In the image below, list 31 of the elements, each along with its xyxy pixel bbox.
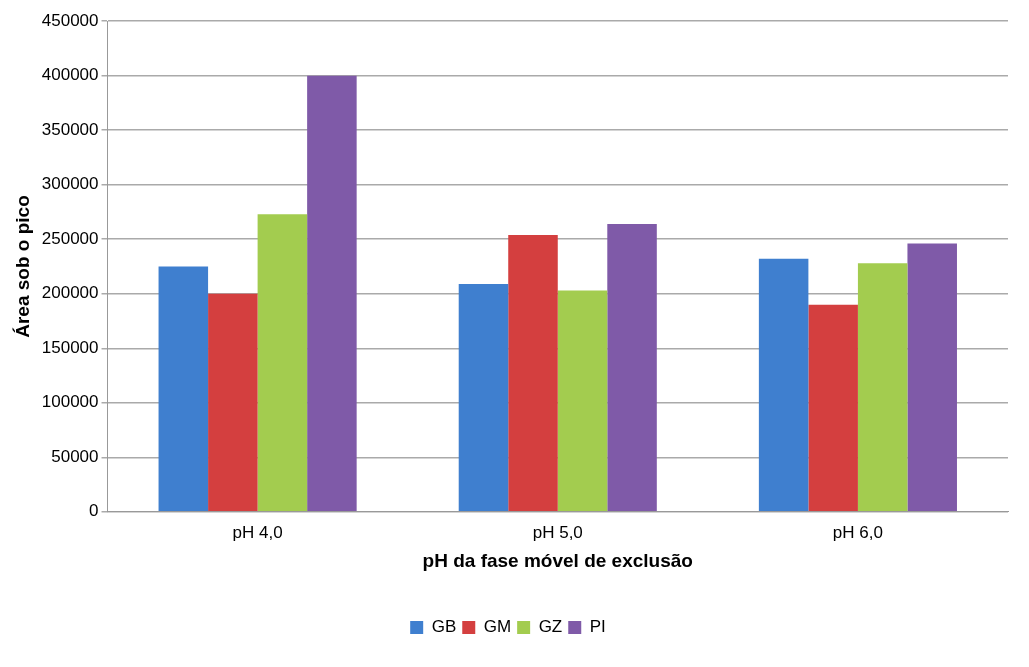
x-axis-title: pH da fase móvel de exclusão: [422, 549, 693, 571]
y-tick-label: 100000: [41, 392, 99, 412]
y-tick-label: 0: [89, 501, 99, 521]
y-axis-title: Área sob o pico: [11, 195, 33, 338]
bar: [607, 223, 657, 512]
legend-label: GB: [431, 617, 457, 637]
legend-label: GZ: [538, 617, 563, 637]
bar: [257, 214, 308, 512]
bar: [508, 234, 558, 512]
bar: [907, 243, 957, 512]
bar: [557, 290, 608, 512]
y-tick-label: 150000: [41, 337, 99, 357]
y-tick-label: 450000: [41, 10, 99, 30]
y-tick-label: 400000: [41, 65, 99, 85]
bar: [758, 258, 809, 512]
x-tick-label: pH 5,0: [532, 522, 583, 542]
x-tick-label: pH 6,0: [832, 522, 883, 542]
bar: [208, 293, 258, 512]
bar: [458, 283, 509, 512]
y-tick-label: 300000: [41, 174, 99, 194]
y-tick-label: 200000: [41, 283, 99, 303]
bar: [307, 75, 357, 512]
bar: [857, 263, 908, 512]
bar: [158, 266, 209, 512]
y-tick-label: 250000: [41, 228, 99, 248]
y-tick-label: 50000: [51, 446, 99, 466]
x-tick-label: pH 4,0: [232, 522, 283, 542]
y-tick-label: 350000: [41, 119, 99, 139]
legend-label: GM: [483, 617, 512, 637]
legend-label: PI: [589, 617, 606, 637]
bar: [808, 304, 858, 512]
